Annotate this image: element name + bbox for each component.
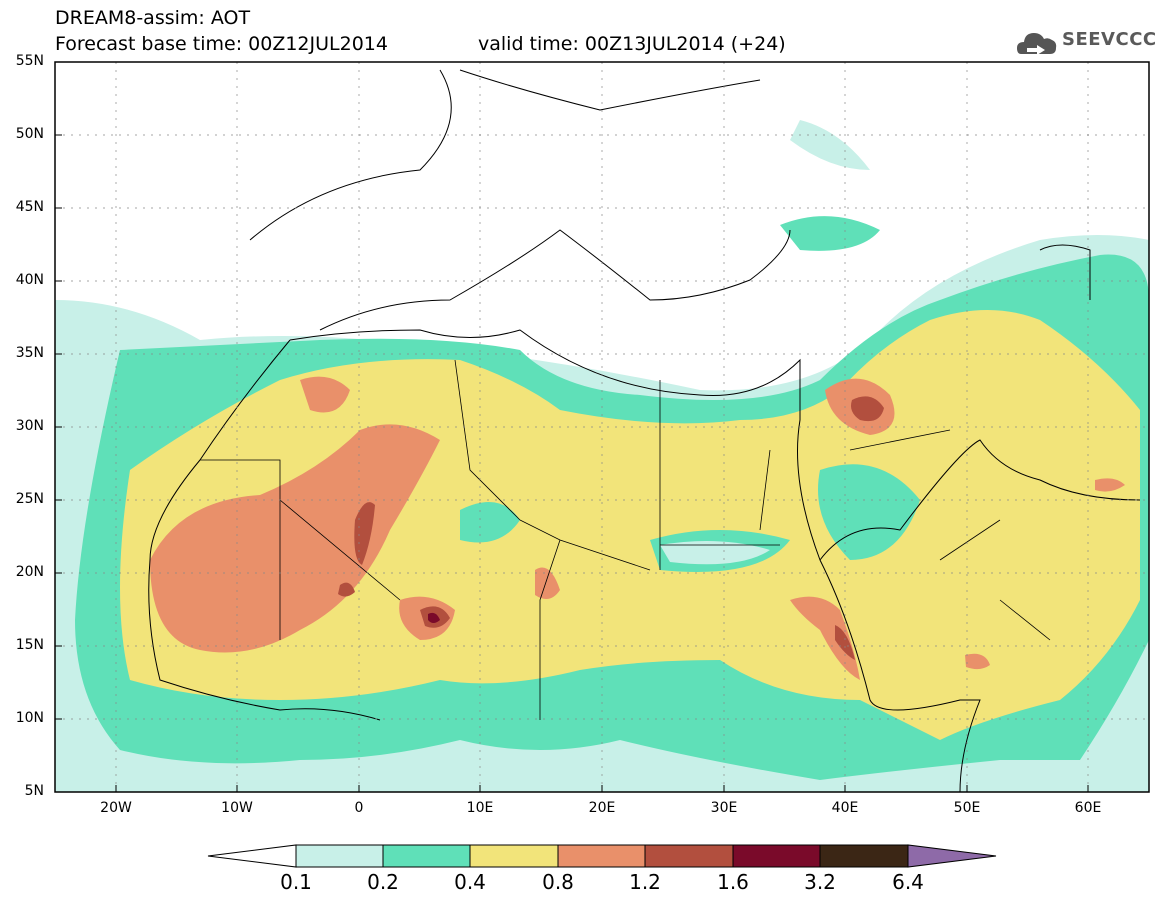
colorbar-segment-6 <box>820 845 908 867</box>
lon-label: 50E <box>942 800 992 816</box>
colorbar-label: 0.8 <box>528 870 588 894</box>
lat-label: 45N <box>0 199 44 215</box>
colorbar-segment-0 <box>296 845 383 867</box>
aot-map <box>0 0 1165 905</box>
lat-label: 55N <box>0 53 44 69</box>
colorbar-segment-2 <box>470 845 558 867</box>
lon-label: 20E <box>577 800 627 816</box>
colorbar-label: 6.4 <box>878 870 938 894</box>
lon-label: 10W <box>212 800 262 816</box>
lon-label: 60E <box>1063 800 1113 816</box>
lat-label: 50N <box>0 126 44 142</box>
lon-label: 10E <box>455 800 505 816</box>
lat-label: 5N <box>0 783 44 799</box>
colorbar-label: 3.2 <box>790 870 850 894</box>
colorbar-high-triangle <box>908 845 996 867</box>
lat-label: 25N <box>0 491 44 507</box>
lon-label: 40E <box>820 800 870 816</box>
colorbar-segment-1 <box>383 845 470 867</box>
colorbar-segment-3 <box>558 845 645 867</box>
lat-label: 35N <box>0 345 44 361</box>
lat-label: 15N <box>0 637 44 653</box>
colorbar-segment-4 <box>645 845 733 867</box>
colorbar-label: 0.1 <box>266 870 326 894</box>
colorbar <box>208 845 996 867</box>
lon-label: 30E <box>699 800 749 816</box>
colorbar-label: 0.2 <box>353 870 413 894</box>
colorbar-label: 0.4 <box>440 870 500 894</box>
colorbar-segment-5 <box>733 845 820 867</box>
lon-label: 0 <box>334 800 384 816</box>
lon-label: 20W <box>91 800 141 816</box>
lat-label: 10N <box>0 710 44 726</box>
lat-label: 20N <box>0 564 44 580</box>
colorbar-label: 1.2 <box>615 870 675 894</box>
lat-label: 40N <box>0 272 44 288</box>
colorbar-low-triangle <box>208 845 296 867</box>
lat-label: 30N <box>0 418 44 434</box>
colorbar-label: 1.6 <box>703 870 763 894</box>
